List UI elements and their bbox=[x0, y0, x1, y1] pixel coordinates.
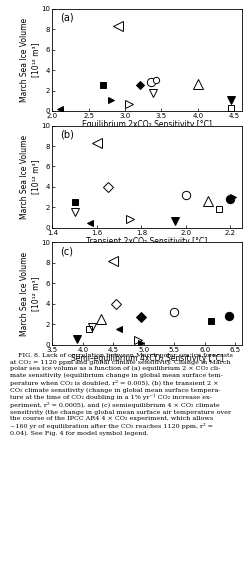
X-axis label: Transient 2xCO₂ Sensitivity [°C]: Transient 2xCO₂ Sensitivity [°C] bbox=[86, 237, 207, 246]
X-axis label: Equilibrium 2xCO₂ Sensitivity [°C]: Equilibrium 2xCO₂ Sensitivity [°C] bbox=[82, 120, 212, 130]
Y-axis label: March Sea Ice Volume
[10¹² m³]: March Sea Ice Volume [10¹² m³] bbox=[20, 134, 40, 219]
Text: (b): (b) bbox=[60, 130, 74, 140]
Text: (a): (a) bbox=[60, 13, 73, 23]
Y-axis label: March Sea Ice Volume
[10¹² m³]: March Sea Ice Volume [10¹² m³] bbox=[20, 251, 40, 336]
X-axis label: Semi–equilibrium 4xCO₂ Sensitivity [°C]: Semi–equilibrium 4xCO₂ Sensitivity [°C] bbox=[70, 354, 223, 363]
Y-axis label: March Sea Ice Volume
[10¹² m³]: March Sea Ice Volume [10¹² m³] bbox=[20, 18, 40, 102]
Text: FIG. 8. Lack of correlation between March polar sea ice forecasts
at CO₂ = 1120 : FIG. 8. Lack of correlation between Marc… bbox=[10, 353, 233, 436]
Text: (c): (c) bbox=[60, 246, 73, 256]
